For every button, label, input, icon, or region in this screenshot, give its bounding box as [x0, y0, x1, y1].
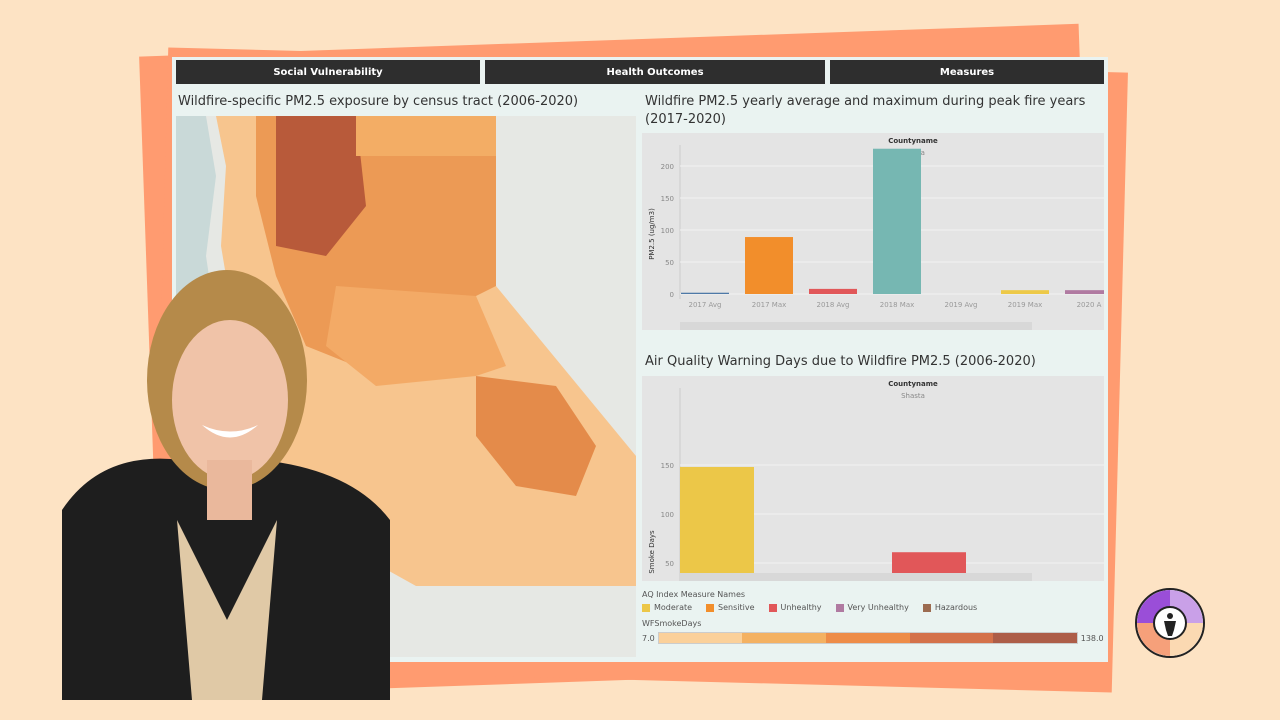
bar: [745, 237, 793, 294]
facet-label: Countyname: [888, 137, 938, 145]
x-tick-label: 2019 Max: [1008, 301, 1043, 309]
scale-max: 138.0: [1080, 633, 1104, 643]
x-tick-label: 2019 Avg: [944, 301, 977, 309]
x-tick-label: 2018 Max: [880, 301, 915, 309]
legend-swatch: [706, 603, 715, 612]
tab-social-vulnerability[interactable]: Social Vulnerability: [176, 60, 480, 84]
legend-item[interactable]: Unhealthy: [768, 603, 822, 612]
x-tick-label: 2018 Avg: [816, 301, 849, 309]
legend-item[interactable]: Sensitive: [706, 603, 755, 612]
chart1-title: Wildfire PM2.5 yearly average and maximu…: [645, 94, 1086, 127]
scale-step: [993, 633, 1077, 643]
legend-swatch: [835, 603, 844, 612]
brand-logo: [1135, 588, 1205, 658]
legend: AQ Index Measure Names Moderate Sensitive…: [642, 590, 1104, 644]
color-scale: [657, 632, 1078, 644]
map-title: Wildfire-specific PM2.5 exposure by cens…: [178, 94, 579, 109]
pm25-bar-chart: CountynameShastaPM2.5 (ug/m3)05010015020…: [642, 133, 1104, 330]
legend-swatch: [922, 603, 931, 612]
tab-measures[interactable]: Measures: [830, 60, 1104, 84]
y-tick-label: 50: [665, 259, 674, 267]
scale-step: [658, 633, 743, 643]
legend-item[interactable]: Very Unhealthy: [835, 603, 909, 612]
legend-item[interactable]: Moderate: [642, 603, 692, 612]
scrollbar[interactable]: [680, 573, 1032, 581]
y-tick-label: 100: [661, 511, 674, 519]
y-tick-label: 50: [665, 560, 674, 568]
y-tick-label: 150: [661, 462, 674, 470]
y-tick-label: 100: [661, 227, 674, 235]
x-tick-label: 2017 Max: [752, 301, 787, 309]
facet-label: Countyname: [888, 380, 938, 388]
legend-title: AQ Index Measure Names: [642, 590, 746, 599]
facet-value: Shasta: [901, 392, 925, 400]
legend-label: Moderate: [654, 603, 693, 612]
y-axis-label: Smoke Days: [648, 530, 656, 574]
legend-label: Unhealthy: [780, 603, 822, 612]
y-tick-label: 150: [661, 195, 674, 203]
scale-step: [909, 633, 994, 643]
scale-title: WFSmokeDays: [642, 619, 702, 628]
scale-step: [825, 633, 910, 643]
bar: [681, 292, 729, 294]
scrollbar[interactable]: [680, 322, 1032, 330]
bar: [1065, 290, 1104, 294]
y-axis-label: PM2.5 (ug/m3): [648, 208, 656, 260]
legend-swatch: [642, 603, 650, 612]
y-tick-label: 200: [661, 163, 674, 171]
chart2-title: Air Quality Warning Days due to Wildfire…: [645, 354, 1036, 369]
bar: [680, 466, 754, 581]
legend-item[interactable]: Hazardous: [922, 603, 978, 612]
x-tick-label: 2017 Avg: [688, 301, 721, 309]
legend-label: Hazardous: [934, 603, 978, 612]
legend-swatch: [768, 603, 777, 612]
bar: [809, 288, 857, 294]
presenter-photo: [62, 260, 390, 700]
scale-min: 7.0: [642, 633, 655, 643]
scale-step: [742, 633, 826, 643]
x-tick-label: 2020 A: [1077, 301, 1102, 309]
legend-label: Very Unhealthy: [847, 603, 909, 612]
y-tick-label: 0: [670, 291, 674, 299]
legend-label: Sensitive: [718, 603, 755, 612]
tab-health-outcomes[interactable]: Health Outcomes: [485, 60, 825, 84]
bar: [873, 148, 921, 294]
bar: [1001, 290, 1049, 294]
